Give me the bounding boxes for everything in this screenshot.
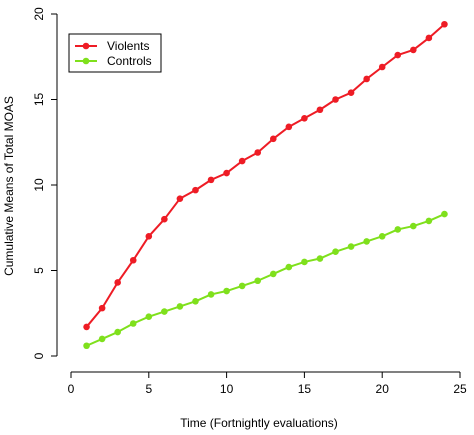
data-point-controls (129, 320, 137, 327)
data-point-violents (98, 304, 106, 312)
data-point-violents (285, 123, 293, 131)
legend-marker-controls (82, 57, 90, 65)
data-point-controls (285, 263, 293, 271)
data-point-controls (347, 243, 355, 250)
data-point-controls (161, 308, 168, 315)
data-point-controls (332, 248, 339, 255)
data-point-controls (425, 217, 433, 225)
y-axis-title: Cumulative Means of Total MOAS (2, 96, 16, 276)
data-point-controls (394, 226, 402, 233)
data-point-controls (114, 328, 121, 336)
data-point-controls (269, 270, 277, 278)
data-point-violents (83, 323, 90, 331)
data-point-controls (176, 303, 184, 310)
y-tick-label: 20 (32, 7, 46, 21)
x-tick-label: 0 (68, 382, 75, 396)
data-point-controls (145, 313, 153, 320)
data-point-controls (301, 258, 308, 266)
data-point-violents (114, 279, 121, 286)
data-point-controls (207, 291, 215, 298)
data-point-violents (223, 169, 230, 177)
data-point-controls (363, 238, 370, 245)
data-point-controls (254, 277, 262, 285)
data-point-controls (238, 282, 246, 290)
data-point-violents (207, 176, 215, 184)
data-point-violents (254, 149, 262, 156)
data-point-violents (161, 215, 168, 223)
data-point-controls (378, 233, 386, 240)
x-tick-label: 10 (220, 382, 234, 396)
data-point-violents (269, 135, 277, 143)
y-tick-label: 15 (32, 93, 46, 107)
data-point-violents (410, 46, 417, 54)
data-point-violents (192, 186, 199, 194)
x-tick-label: 25 (453, 382, 467, 396)
data-point-violents (332, 96, 339, 103)
y-tick-label: 10 (32, 178, 46, 192)
data-point-violents (394, 51, 402, 59)
y-axis-ticks: 0 5 10 15 20 (32, 7, 57, 359)
data-point-violents (316, 106, 324, 114)
data-point-controls (410, 222, 417, 230)
x-tick-label: 20 (376, 382, 390, 396)
data-point-violents (347, 89, 355, 96)
data-point-controls (223, 287, 230, 295)
x-axis-ticks: 0 5 10 15 20 25 (68, 372, 467, 396)
data-point-violents (145, 233, 153, 240)
x-axis-title: Time (Fortnightly evaluations) (180, 416, 338, 430)
legend-label-controls: Controls (107, 54, 152, 68)
data-point-violents (425, 34, 433, 42)
data-point-violents (363, 75, 370, 83)
y-tick-label: 5 (32, 267, 46, 274)
data-point-violents (238, 157, 246, 165)
legend-label-violents: Violents (107, 39, 149, 53)
data-point-violents (129, 256, 137, 264)
series-group (83, 20, 448, 350)
data-point-violents (176, 195, 184, 202)
series-line-controls (86, 213, 445, 347)
data-point-violents (301, 115, 308, 122)
data-point-controls (316, 255, 324, 262)
legend-box (68, 33, 162, 73)
data-point-controls (192, 297, 199, 305)
legend-marker-violents (82, 42, 90, 50)
y-tick-label: 0 (32, 352, 46, 359)
data-point-controls (83, 342, 90, 350)
data-point-violents (378, 63, 386, 71)
x-tick-label: 15 (298, 382, 312, 396)
data-point-violents (441, 20, 448, 28)
x-tick-label: 5 (145, 382, 152, 396)
data-point-controls (441, 210, 448, 218)
data-point-controls (98, 335, 106, 343)
